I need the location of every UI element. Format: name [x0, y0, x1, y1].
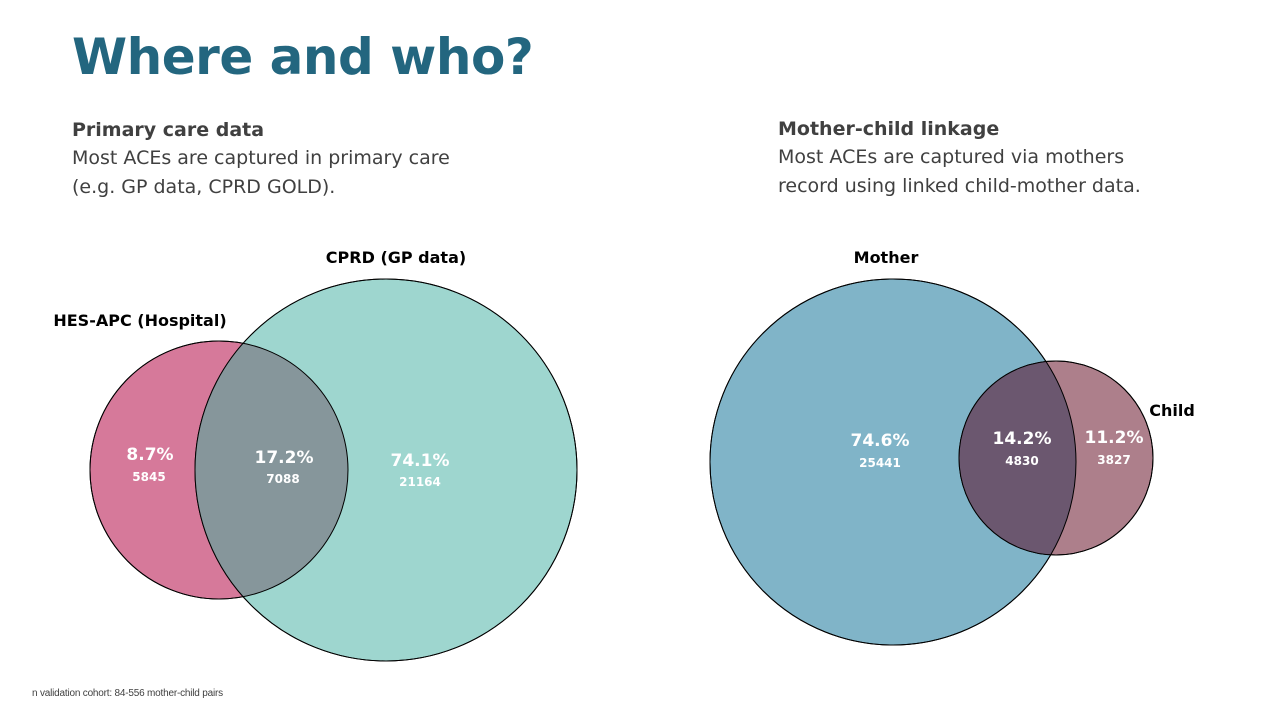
venn-left: HES-APC (Hospital) CPRD (GP data) 8.7% 5…	[53, 248, 578, 662]
hes-cprd-overlap-percent: 17.2%	[255, 448, 314, 468]
mother-only-count: 25441	[859, 456, 901, 470]
mother-child-overlap	[959, 361, 1076, 555]
mother-child-text-line-2: record using linked child-mother data.	[778, 175, 1141, 197]
hes-cprd-overlap-count: 7088	[266, 472, 299, 486]
mother-outline	[709, 278, 1077, 646]
hes-only-percent: 8.7%	[126, 445, 173, 465]
hes-apc-label: HES-APC (Hospital)	[53, 311, 226, 330]
footnote-cohort-size: n validation cohort: 84-556 mother-child…	[32, 688, 223, 699]
hes-cprd-overlap	[195, 341, 348, 599]
hes-only-count: 5845	[132, 470, 165, 484]
child-outline	[958, 360, 1154, 556]
primary-care-heading: Primary care data	[72, 119, 265, 141]
cprd-only-count: 21164	[399, 475, 441, 489]
mother-child-heading: Mother-child linkage	[778, 118, 1000, 140]
child-only-count: 3827	[1097, 453, 1130, 467]
mother-child-section: Mother-child linkage Most ACEs are captu…	[778, 115, 1141, 201]
cprd-only-percent: 74.1%	[391, 451, 450, 471]
primary-care-section: Primary care data Most ACEs are captured…	[72, 116, 450, 202]
mother-child-text-line-1: Most ACEs are captured via mothers	[778, 146, 1125, 168]
child-label: Child	[1149, 401, 1195, 420]
primary-care-text-line-1: Most ACEs are captured in primary care	[72, 147, 450, 169]
hes-apc-outline	[89, 340, 349, 600]
cprd-outline	[194, 278, 578, 662]
mother-child-overlap-percent: 14.2%	[993, 429, 1052, 449]
mother-label: Mother	[854, 248, 919, 267]
mother-only-percent: 74.6%	[851, 431, 910, 451]
cprd-label: CPRD (GP data)	[326, 248, 466, 267]
primary-care-text-line-2: (e.g. GP data, CPRD GOLD).	[72, 176, 336, 198]
slide-title: Where and who?	[72, 28, 534, 86]
child-only-percent: 11.2%	[1085, 428, 1144, 448]
venn-right: Mother Child 74.6% 25441 14.2% 4830 11.2…	[709, 248, 1195, 646]
mother-child-overlap-count: 4830	[1005, 454, 1038, 468]
